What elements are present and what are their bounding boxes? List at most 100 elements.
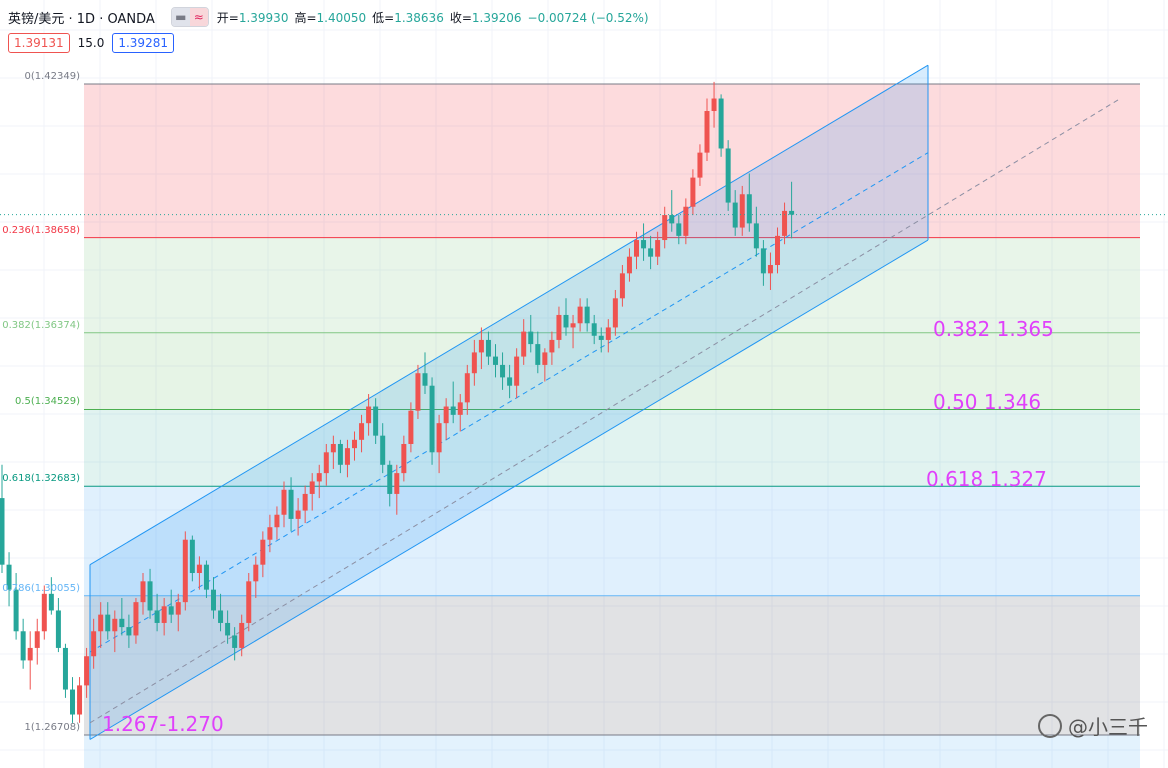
candle — [366, 394, 372, 436]
candle-body — [591, 323, 597, 336]
candle — [612, 289, 618, 336]
candle — [253, 556, 259, 598]
candle — [98, 602, 104, 648]
candle-body — [288, 489, 294, 519]
candle-body — [732, 202, 738, 228]
candle-body — [648, 248, 654, 257]
candle-body — [450, 406, 456, 415]
candle — [429, 377, 435, 465]
close-label: 收= — [449, 10, 472, 25]
fib-zone-0.786 — [84, 595, 1140, 735]
candle-body — [91, 631, 97, 657]
candle-body — [443, 406, 449, 424]
channel-upper — [89, 64, 929, 566]
candle-body — [485, 339, 491, 357]
candle-body — [62, 647, 68, 690]
candle-body — [535, 344, 541, 365]
candle-body — [598, 335, 604, 340]
fib-lines — [84, 83, 1140, 736]
fib-label-0.382: 0.382(1.36374) — [2, 319, 80, 331]
candle — [211, 577, 216, 619]
candle-body — [570, 323, 576, 328]
candle — [239, 614, 245, 657]
ask-button[interactable]: 1.39281 — [112, 33, 174, 53]
candle-body — [662, 215, 668, 241]
candle — [619, 265, 625, 307]
candle — [302, 485, 308, 524]
candle-body — [422, 373, 428, 386]
candle — [41, 585, 47, 640]
candle — [775, 227, 780, 274]
candle-body — [739, 194, 745, 228]
candle — [443, 398, 449, 440]
regression-channel — [89, 64, 1121, 740]
candle-body — [711, 98, 717, 112]
watermark-text: @小三千 — [1068, 715, 1148, 739]
candle — [535, 331, 541, 374]
candle-body — [436, 423, 442, 453]
candle — [119, 597, 125, 636]
candle-body — [232, 635, 238, 648]
candle — [182, 531, 188, 611]
candle-body — [746, 194, 752, 224]
candle — [323, 443, 329, 486]
annotation-0618: 0.618 1.327 — [926, 467, 1047, 491]
candle — [295, 498, 301, 536]
symbol-title[interactable]: 英镑/美元 · 1D · OANDA — [8, 11, 155, 27]
candle-body — [330, 443, 336, 453]
candle — [6, 552, 12, 607]
candle-body — [337, 443, 343, 465]
candle-body — [605, 327, 611, 340]
candle — [77, 677, 83, 723]
candle — [493, 344, 498, 378]
channel-lower — [89, 239, 929, 740]
high-label: 高= — [294, 10, 317, 25]
candle-body — [6, 564, 12, 590]
candle-body — [612, 298, 618, 328]
candle — [626, 248, 632, 282]
fib-zone-below — [84, 735, 1140, 768]
display-toggle[interactable]: ▬ ≈ — [170, 7, 209, 27]
candle — [591, 314, 597, 345]
candle-body — [500, 364, 506, 378]
candle — [27, 631, 33, 690]
candle — [662, 206, 668, 249]
candle — [70, 677, 75, 723]
candle — [161, 597, 167, 636]
fib-label-1: 1(1.26708) — [24, 722, 80, 733]
candle-body — [154, 610, 160, 623]
candle-body — [225, 622, 231, 636]
candle-body — [246, 581, 252, 623]
wave-icon[interactable]: ≈ — [189, 8, 208, 26]
candle-body — [98, 614, 104, 632]
candle-body — [133, 602, 139, 636]
candle — [330, 435, 336, 469]
candle — [704, 98, 710, 161]
candle — [789, 181, 795, 239]
bars-icon[interactable]: ▬ — [171, 8, 190, 26]
candle-body — [380, 435, 386, 465]
candle — [218, 593, 224, 632]
annotation-050: 0.50 1.346 — [933, 390, 1042, 414]
candle-body — [203, 564, 209, 590]
fib-label-0.236: 0.236(1.38658) — [2, 224, 80, 236]
candle — [91, 618, 97, 669]
candle-body — [676, 223, 682, 236]
candle — [0, 464, 5, 574]
candle — [655, 231, 661, 266]
ohlc-readout: 开=1.39930 高=1.40050 低=1.38636 收=1.39206 −0.0… — [217, 9, 655, 26]
open-label: 开= — [216, 10, 239, 25]
candle — [189, 535, 195, 582]
bid-button[interactable]: 1.39131 — [8, 33, 70, 53]
change-value: −0.00724 (−0.52%) — [527, 10, 649, 25]
candle-body — [789, 210, 795, 215]
candle — [648, 235, 654, 270]
candle-body — [175, 602, 181, 615]
candle-body — [105, 614, 111, 632]
candle-body — [415, 373, 421, 411]
candle — [549, 331, 555, 365]
candle — [634, 231, 639, 270]
candle — [232, 627, 238, 661]
